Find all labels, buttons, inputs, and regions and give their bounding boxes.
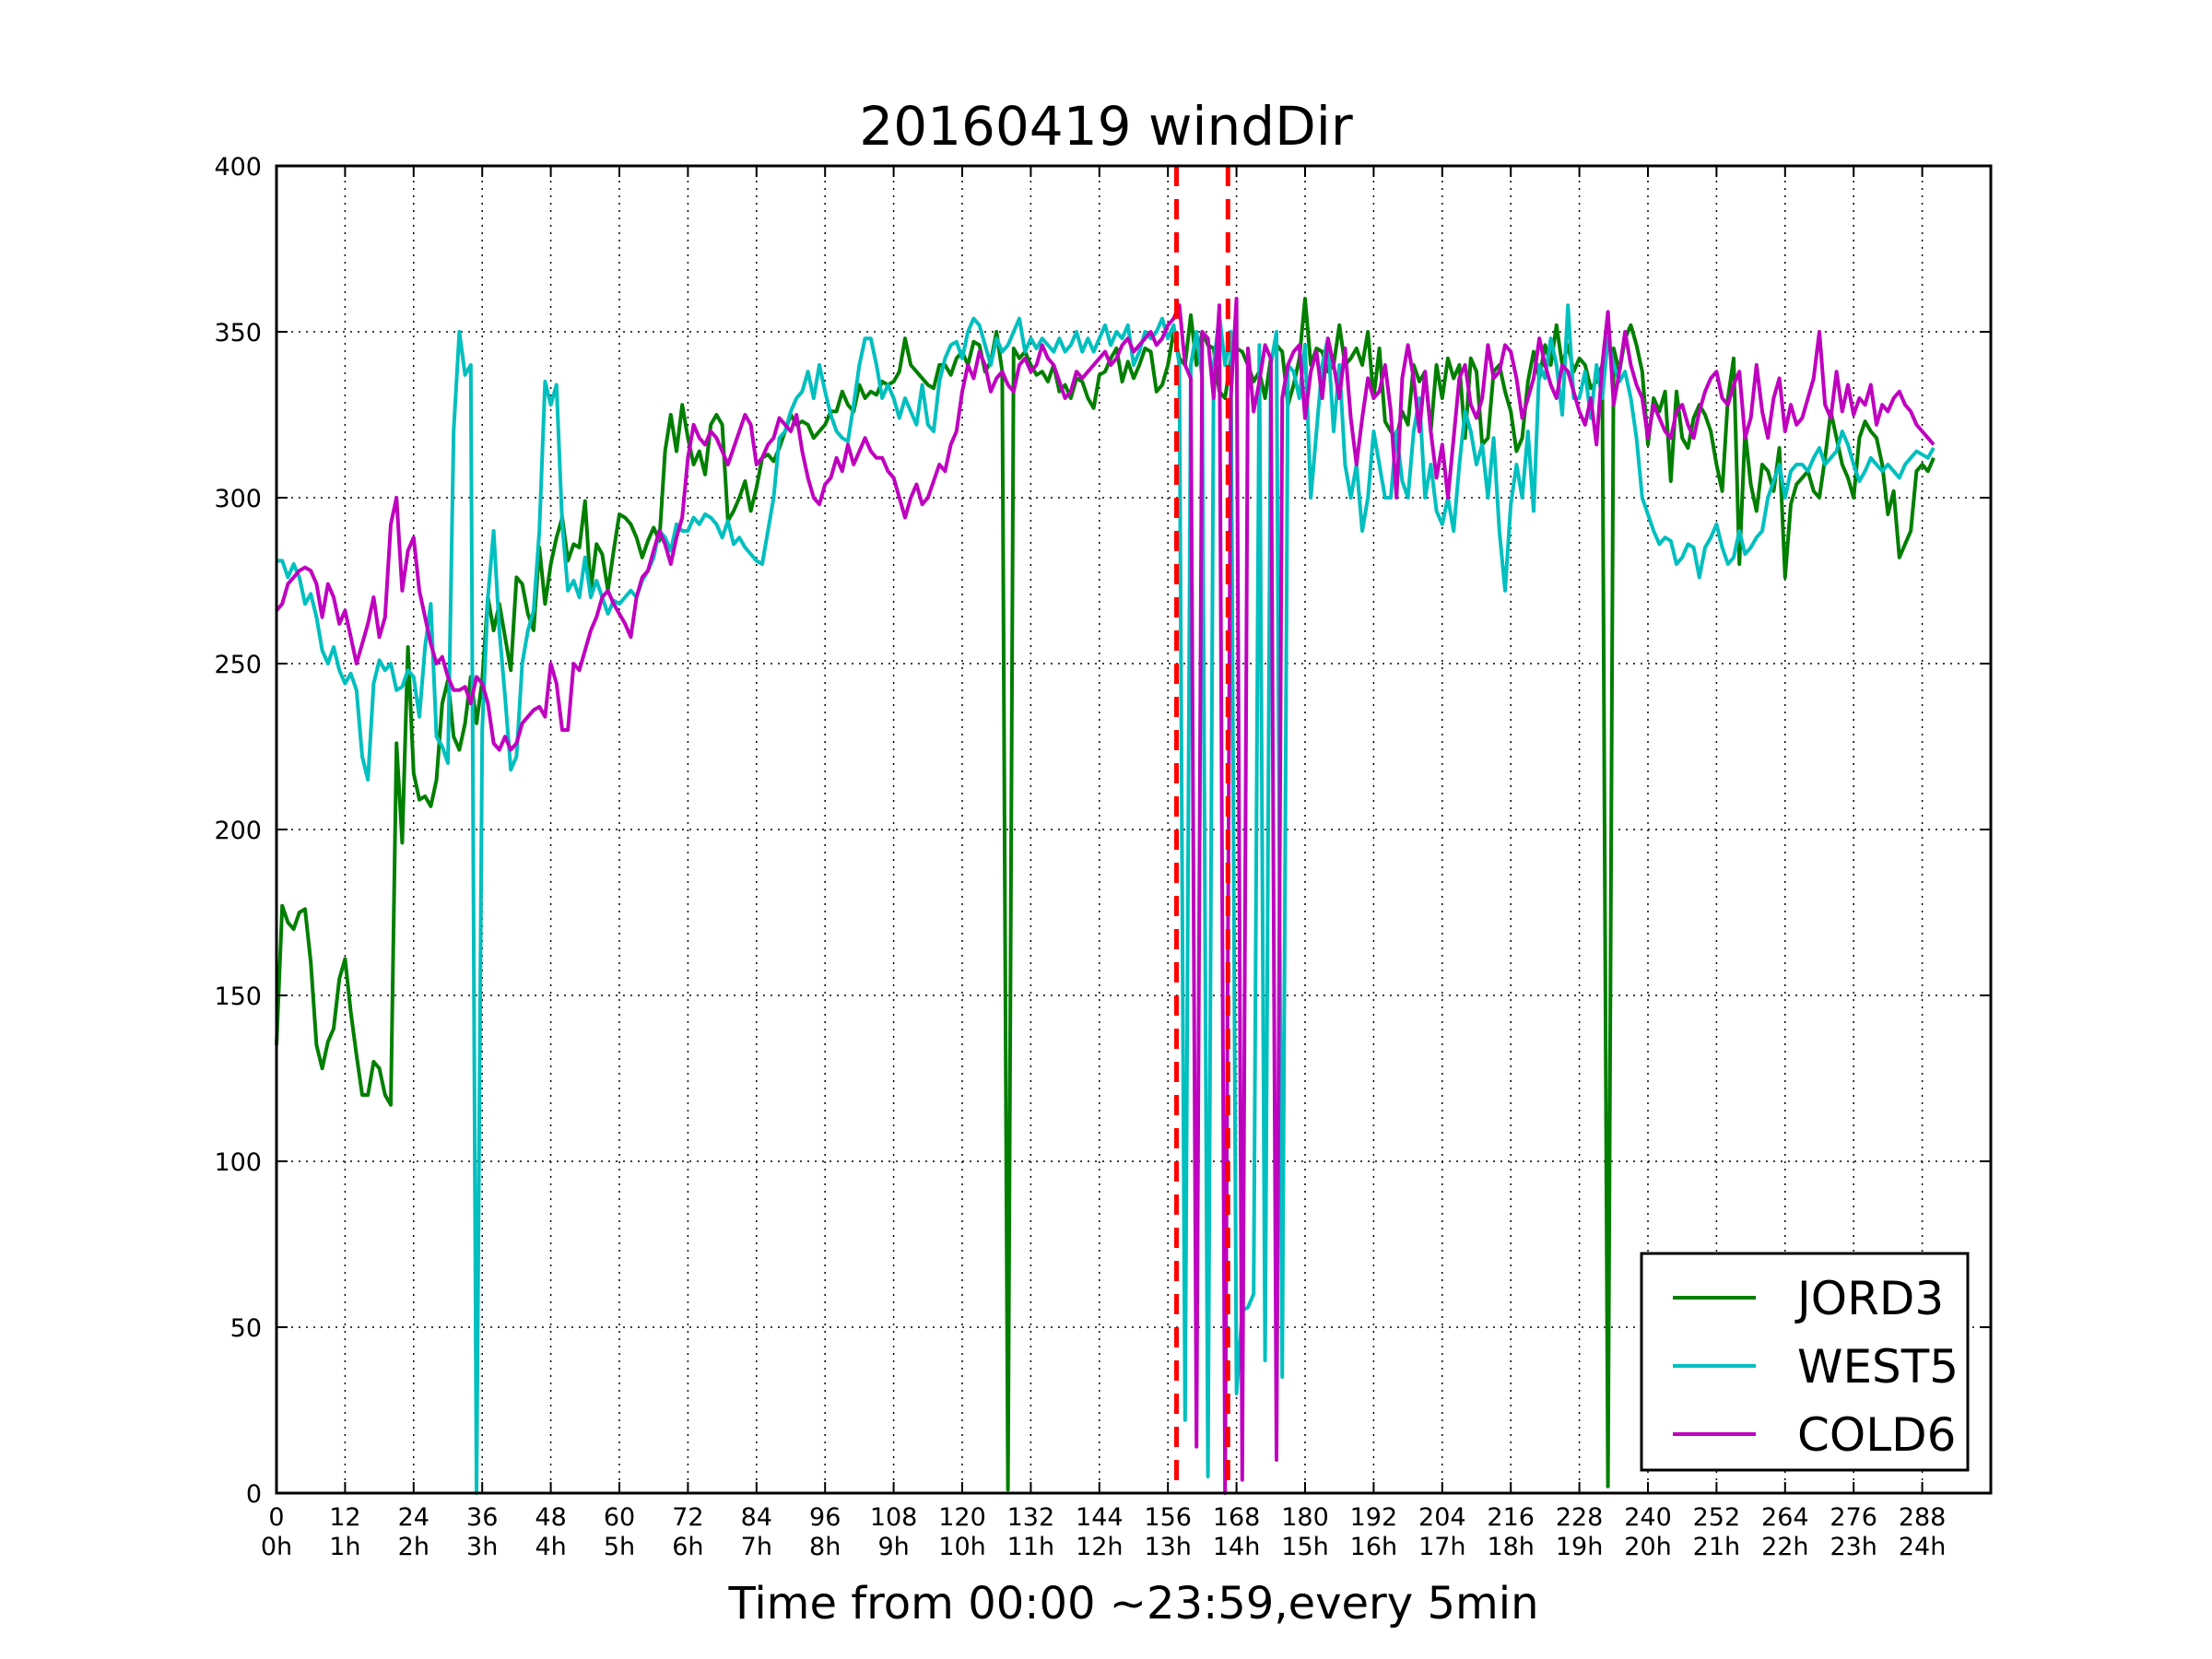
legend-items: JORD3 WEST5 COLD6 xyxy=(1673,1272,1959,1462)
x-tick-label-hour: 9h xyxy=(877,1533,909,1561)
x-tick-label: 216 xyxy=(1487,1503,1535,1532)
y-tick-label: 150 xyxy=(214,982,262,1011)
x-tick-label-hour: 2h xyxy=(398,1533,429,1561)
marker-lines xyxy=(1174,166,1230,1493)
x-tick-label: 96 xyxy=(809,1503,841,1532)
x-tick-label: 60 xyxy=(604,1503,635,1532)
x-tick-label-hour: 13h xyxy=(1144,1533,1191,1561)
y-tick-label: 350 xyxy=(214,319,262,347)
y-tick-label: 300 xyxy=(214,485,262,513)
series-line-west5 xyxy=(276,303,1936,1495)
chart-title: 20160419 windDir xyxy=(859,95,1353,158)
x-tick-label-hour: 14h xyxy=(1213,1533,1260,1561)
series-lines xyxy=(275,297,1936,1495)
x-tick-label: 168 xyxy=(1213,1503,1261,1532)
x-tick-label-hour: 5h xyxy=(604,1533,635,1561)
x-tick-label-hour: 7h xyxy=(741,1533,772,1561)
x-tick-label: 132 xyxy=(1007,1503,1055,1532)
x-tick-label: 36 xyxy=(466,1503,498,1532)
x-tick-label: 228 xyxy=(1556,1503,1604,1532)
x-tick-label-hour: 12h xyxy=(1076,1533,1123,1561)
x-tick-label-hour: 15h xyxy=(1281,1533,1328,1561)
y-tick-label: 0 xyxy=(246,1480,262,1509)
x-tick-label-hour: 3h xyxy=(466,1533,498,1561)
x-tick-label: 108 xyxy=(870,1503,918,1532)
x-tick-label-hour: 23h xyxy=(1830,1533,1877,1561)
x-tick-label: 240 xyxy=(1624,1503,1672,1532)
x-tick-label-hour: 18h xyxy=(1487,1533,1534,1561)
x-tick-label-hour: 6h xyxy=(672,1533,703,1561)
legend-label: JORD3 xyxy=(1794,1272,1944,1325)
x-tick-label: 144 xyxy=(1076,1503,1124,1532)
x-tick-label-hour: 0h xyxy=(261,1533,292,1561)
x-tick-label: 120 xyxy=(938,1503,986,1532)
x-tick-label-hour: 21h xyxy=(1693,1533,1740,1561)
x-tick-label: 252 xyxy=(1693,1503,1741,1532)
x-tick-label-hour: 19h xyxy=(1556,1533,1603,1561)
x-tick-label-hour: 22h xyxy=(1761,1533,1808,1561)
x-tick-label: 48 xyxy=(535,1503,566,1532)
series-line-cold6 xyxy=(275,297,1936,1495)
x-tick-label: 84 xyxy=(741,1503,772,1532)
x-tick-label: 264 xyxy=(1761,1503,1809,1532)
y-tick-label: 100 xyxy=(214,1148,262,1177)
x-tick-label-hour: 24h xyxy=(1899,1533,1946,1561)
x-tick-label-hour: 11h xyxy=(1007,1533,1054,1561)
grid xyxy=(276,166,1991,1493)
y-tick-label: 250 xyxy=(214,651,262,679)
x-tick-label: 180 xyxy=(1281,1503,1329,1532)
x-tick-label-hour: 20h xyxy=(1624,1533,1671,1561)
x-tick-label-hour: 4h xyxy=(535,1533,566,1561)
x-axis-label: Time from 00:00 ~23:59,every 5min xyxy=(728,1578,1539,1630)
y-tick-label: 200 xyxy=(214,817,262,845)
x-tick-label: 276 xyxy=(1830,1503,1877,1532)
x-tick-label: 24 xyxy=(398,1503,429,1532)
x-tick-label: 12 xyxy=(329,1503,360,1532)
series-line-jord3 xyxy=(275,297,1936,1492)
x-tick-label-hour: 16h xyxy=(1350,1533,1397,1561)
legend: JORD3 WEST5 COLD6 xyxy=(1640,1252,1970,1472)
y-tick-label: 400 xyxy=(214,153,262,182)
x-tick-label-hour: 10h xyxy=(938,1533,985,1561)
x-tick-label-hour: 1h xyxy=(329,1533,360,1561)
y-tick-label: 50 xyxy=(230,1314,262,1343)
legend-label: WEST5 xyxy=(1797,1340,1959,1394)
x-tick-label: 288 xyxy=(1899,1503,1947,1532)
x-tick-label: 0 xyxy=(268,1503,284,1532)
y-axis: 0 50 100 150 200 250 300 350 400 xyxy=(214,153,1991,1509)
x-tick-label: 204 xyxy=(1418,1503,1466,1532)
x-tick-label-hour: 17h xyxy=(1418,1533,1465,1561)
x-tick-label: 156 xyxy=(1144,1503,1192,1532)
x-tick-label: 192 xyxy=(1350,1503,1398,1532)
legend-label: COLD6 xyxy=(1797,1408,1956,1462)
x-tick-label: 72 xyxy=(672,1503,703,1532)
x-tick-label-hour: 8h xyxy=(809,1533,841,1561)
